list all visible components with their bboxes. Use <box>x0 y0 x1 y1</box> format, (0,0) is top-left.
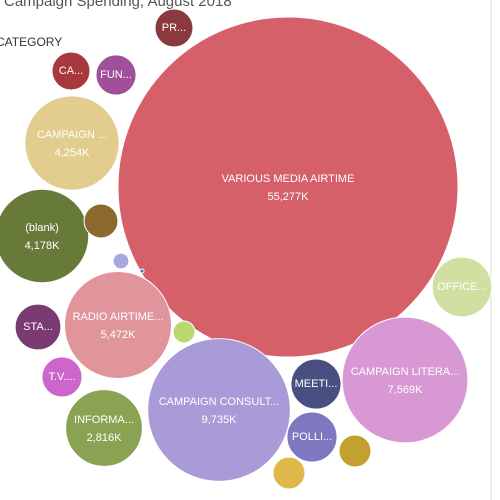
legend-title: CATEGORY <box>0 35 62 49</box>
chart-title: Campaign Spending, August 2018 <box>4 0 232 10</box>
bubble-label: VARIOUS MEDIA AIRTIME <box>222 173 355 185</box>
bubble <box>0 188 90 284</box>
bubble-label: (blank) <box>25 222 59 234</box>
bubble-label: CA... <box>59 65 83 77</box>
bubble <box>290 358 342 410</box>
bubble-label: PR... <box>162 22 186 34</box>
bubble <box>286 411 338 463</box>
bubble <box>139 268 145 274</box>
bubble <box>14 303 62 351</box>
bubble <box>431 256 493 318</box>
bubble-label: INFORMA... <box>74 414 134 426</box>
bubble-label: MEETI... <box>295 378 338 390</box>
bubble <box>341 316 469 444</box>
value-label: 7,569K <box>388 384 424 396</box>
bubble <box>64 271 172 379</box>
bubble <box>24 95 120 191</box>
bubble-label: RADIO AIRTIME... <box>73 311 164 323</box>
bubble <box>95 54 137 96</box>
value-label: 4,178K <box>25 240 61 252</box>
bubble <box>41 356 83 398</box>
value-label: 2,816K <box>87 432 123 444</box>
bubble <box>272 456 306 490</box>
bubble-label: T.V.... <box>48 371 75 383</box>
bubble-label: CAMPAIGN LITERA... <box>351 366 460 378</box>
bubble <box>172 320 196 344</box>
bubble-label: STA... <box>23 321 53 333</box>
bubble <box>112 252 130 270</box>
bubble-label: POLLI... <box>292 431 332 443</box>
bubble-label: OFFICE... <box>437 281 487 293</box>
value-label: 4,254K <box>55 147 91 159</box>
bubble <box>338 434 372 468</box>
bubble <box>147 338 291 482</box>
value-label: 55,277K <box>268 191 310 203</box>
bubble <box>83 203 119 239</box>
bubble <box>117 16 459 358</box>
value-label: 9,735K <box>202 414 238 426</box>
bubble-label: CAMPAIGN ... <box>37 129 107 141</box>
bubble <box>51 51 91 91</box>
value-label: 5,472K <box>101 329 137 341</box>
bubble <box>65 389 143 467</box>
bubble <box>154 8 194 48</box>
bubble-label: FUN... <box>100 69 132 81</box>
bubble-label: CAMPAIGN CONSULT... <box>159 396 280 408</box>
